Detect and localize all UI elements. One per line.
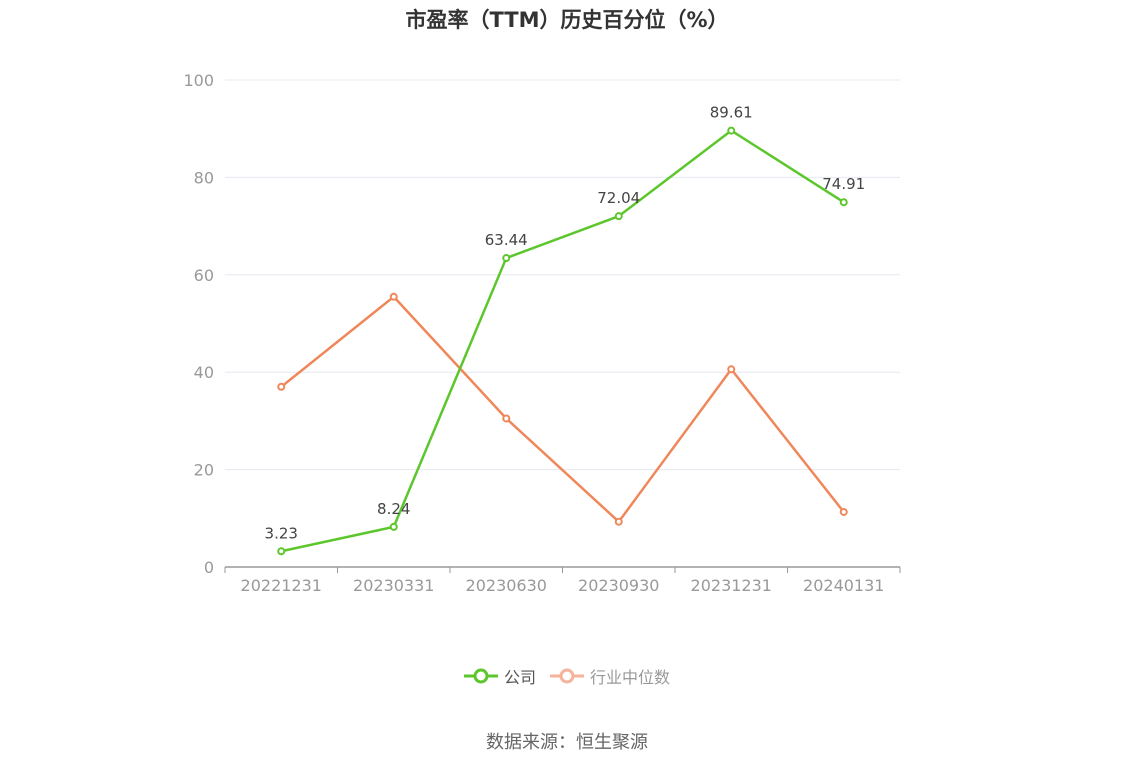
series-lines <box>280 129 845 553</box>
legend-label-company: 公司 <box>503 668 536 687</box>
data-source-note: 数据来源：恒生聚源 <box>486 732 648 753</box>
series-line-company <box>280 129 845 553</box>
data-labels: 3.23 8.24 63.44 72.04 89.61 74.91 <box>265 104 866 543</box>
y-tick-label: 100 <box>183 71 214 90</box>
legend-label-industry-median: 行业中位数 <box>590 668 671 687</box>
legend-item-company[interactable]: 公司 <box>463 664 536 688</box>
data-point-industry-median <box>502 414 511 423</box>
data-point-company <box>839 198 848 207</box>
data-label: 63.44 <box>485 231 528 249</box>
data-point-industry-median <box>839 507 848 516</box>
legend-marker-company-icon <box>463 668 498 684</box>
series-line-industry-median <box>280 295 845 523</box>
data-point-company <box>727 126 736 135</box>
data-point-company <box>389 522 398 531</box>
x-tick-label: 20240131 <box>803 576 884 595</box>
data-point-company <box>277 547 286 556</box>
legend-item-industry-median[interactable]: 行业中位数 <box>550 664 670 688</box>
data-points <box>277 126 848 556</box>
y-tick-label: 20 <box>194 461 214 480</box>
data-label: 3.23 <box>265 524 298 542</box>
axes: 0 20 40 60 80 100 20221231 20230331 20230630 2023… <box>183 71 901 595</box>
x-tick-label: 20230630 <box>466 576 547 595</box>
y-tick-label: 60 <box>194 266 214 285</box>
legend-marker-industry-median-icon <box>550 668 584 684</box>
data-point-company <box>502 254 511 263</box>
grid-lines <box>225 79 900 471</box>
data-label: 74.91 <box>822 175 865 193</box>
data-point-industry-median <box>389 292 398 301</box>
x-tick-label: 20231231 <box>691 576 772 595</box>
data-point-industry-median <box>727 365 736 374</box>
y-tick-label: 0 <box>204 558 214 577</box>
chart-title: 市盈率（TTM）历史百分位（%） <box>405 8 729 32</box>
x-tick-label: 20230930 <box>578 576 659 595</box>
x-tick-label: 20221231 <box>241 576 322 595</box>
data-label: 8.24 <box>377 500 410 518</box>
data-point-industry-median <box>277 382 286 391</box>
y-tick-label: 80 <box>194 168 214 187</box>
data-label: 89.61 <box>710 104 753 122</box>
legend: 公司 行业中位数 <box>0 664 1134 688</box>
data-point-company <box>614 212 623 221</box>
data-point-industry-median <box>614 517 623 526</box>
x-tick-label: 20230331 <box>353 576 434 595</box>
y-tick-label: 40 <box>194 363 214 382</box>
data-label: 72.04 <box>597 189 640 207</box>
